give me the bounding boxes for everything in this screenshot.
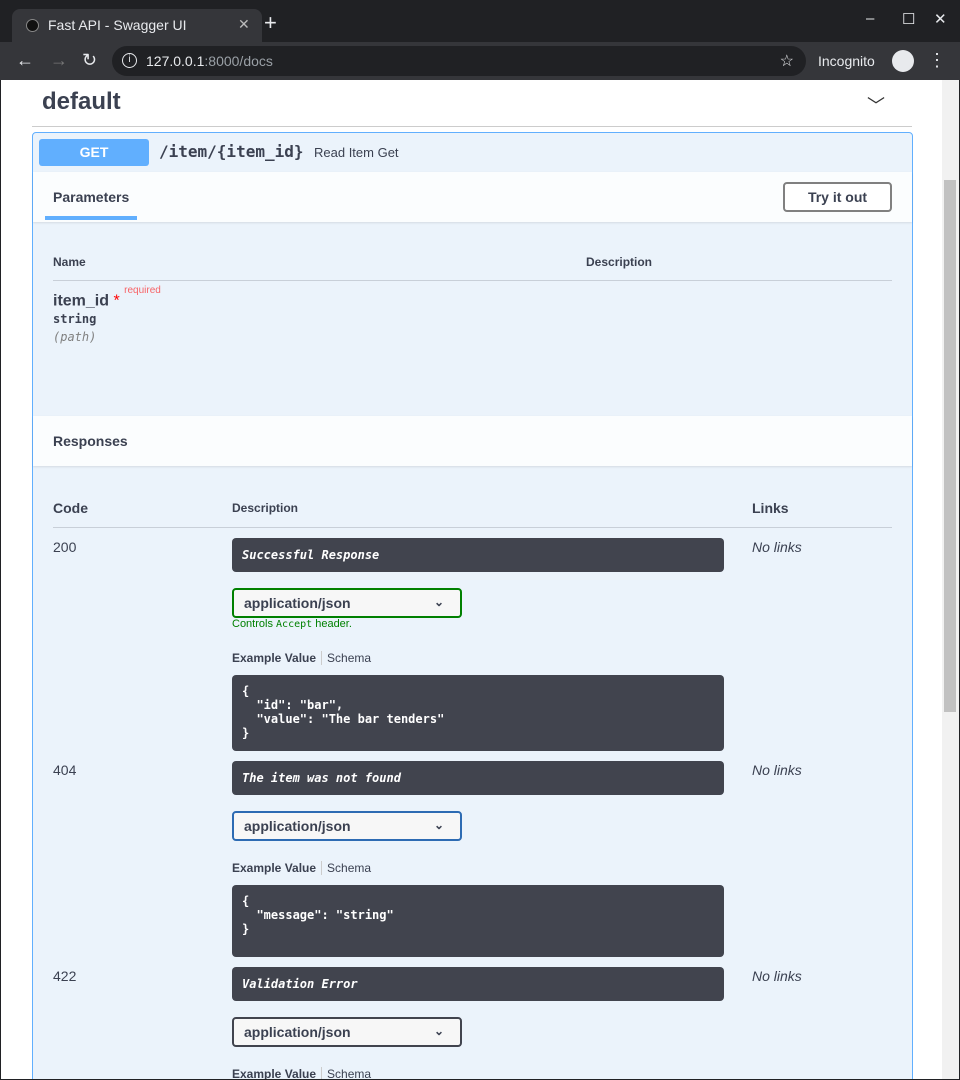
media-type-select[interactable]: application/json ⌄ <box>232 588 462 618</box>
divider <box>53 280 892 281</box>
minimize-icon[interactable]: ‒ <box>866 10 875 27</box>
tab-schema[interactable]: Schema <box>327 1067 372 1079</box>
operation-summary: Read Item Get <box>314 145 399 160</box>
note-code: Accept <box>276 619 313 630</box>
new-tab-icon[interactable]: + <box>264 10 277 35</box>
chevron-down-icon: ⌄ <box>433 595 444 609</box>
media-type-value: application/json <box>244 818 351 834</box>
col-code: Code <box>53 500 88 516</box>
method-badge[interactable]: GET <box>39 139 149 166</box>
menu-icon[interactable]: ⋮ <box>928 50 946 70</box>
forward-icon[interactable]: → <box>50 50 68 70</box>
url-text[interactable]: 127.0.0.1:8000/docs <box>146 53 273 69</box>
response-code: 200 <box>53 539 77 555</box>
links-value: No links <box>752 539 802 555</box>
address-bar[interactable]: i 127.0.0.1:8000/docs ☆ <box>112 46 806 76</box>
operation-path[interactable]: /item/{item_id} <box>159 142 304 161</box>
close-tab-icon[interactable]: ✕ <box>238 16 250 32</box>
required-label: required <box>124 285 161 296</box>
responses-title: Responses <box>53 433 128 449</box>
reload-icon[interactable]: ↻ <box>82 50 98 70</box>
try-it-out-button[interactable]: Try it out <box>783 182 892 212</box>
tab-parameters[interactable]: Parameters <box>53 189 130 205</box>
favicon-icon <box>26 19 39 32</box>
tab-underline <box>45 216 137 220</box>
col-description: Description <box>586 255 653 269</box>
tab-title: Fast API - Swagger UI <box>48 17 187 33</box>
note-tail: header. <box>312 618 352 630</box>
parameters-header: Parameters Try it out <box>33 172 912 222</box>
links-value: No links <box>752 762 802 778</box>
note-text: Controls <box>232 618 277 630</box>
tab-schema[interactable]: Schema <box>327 651 372 665</box>
media-type-select[interactable]: application/json ⌄ <box>232 811 462 841</box>
response-description: Validation Error <box>232 967 724 1001</box>
bookmark-star-icon[interactable]: ☆ <box>779 53 794 70</box>
chevron-down-icon[interactable]: ﹀ <box>867 96 885 116</box>
param-name: item_id <box>53 292 110 310</box>
maximize-icon[interactable]: ☐ <box>902 11 916 28</box>
tab-example-value[interactable]: Example Value <box>232 1067 323 1079</box>
required-mark: * <box>113 292 120 310</box>
controls-accept-note: Controls Accept header. <box>232 618 352 630</box>
response-description: The item was not found <box>232 761 724 795</box>
info-icon[interactable]: i <box>122 53 137 68</box>
media-type-value: application/json <box>244 1024 351 1040</box>
tab-strip: Fast API - Swagger UI ✕ + ‒ ☐ ✕ <box>0 0 960 42</box>
links-value: No links <box>752 968 802 984</box>
chevron-down-icon: ⌄ <box>433 818 444 832</box>
response-code: 404 <box>53 762 77 778</box>
url-host: 127.0.0.1 <box>146 53 205 69</box>
response-code: 422 <box>53 968 77 984</box>
example-tabs: Example Value Schema <box>232 651 371 665</box>
divider <box>53 527 892 528</box>
url-path: :8000/docs <box>204 53 273 69</box>
scrollbar-thumb[interactable] <box>944 180 956 712</box>
example-tabs: Example Value Schema <box>232 1067 371 1079</box>
browser-toolbar: ← → ↻ i 127.0.0.1:8000/docs ☆ Incognito … <box>0 42 960 80</box>
tag-title[interactable]: default <box>42 88 121 115</box>
response-description: Successful Response <box>232 538 724 572</box>
tab-example-value[interactable]: Example Value <box>232 651 323 665</box>
scrollbar[interactable] <box>942 80 959 1079</box>
tab-schema[interactable]: Schema <box>327 861 372 875</box>
media-type-value: application/json <box>244 595 351 611</box>
close-window-icon[interactable]: ✕ <box>934 11 947 28</box>
example-code: { "message": "string" } <box>232 885 724 957</box>
example-code: { "id": "bar", "value": "The bar tenders… <box>232 675 724 751</box>
parameter-row: item_id * required string (path) <box>53 285 161 345</box>
chevron-down-icon: ⌄ <box>433 1024 444 1038</box>
swagger-page: default ﹀ GET /item/{item_id} Read Item … <box>1 80 942 1079</box>
incognito-icon[interactable] <box>892 50 914 72</box>
col-links: Links <box>752 500 789 516</box>
responses-header: Responses <box>33 416 912 466</box>
example-tabs: Example Value Schema <box>232 861 371 875</box>
param-in: (path) <box>53 330 97 345</box>
profile-label[interactable]: Incognito <box>818 53 875 69</box>
media-type-select[interactable]: application/json ⌄ <box>232 1017 462 1047</box>
operation-block: GET /item/{item_id} Read Item Get Parame… <box>32 132 913 1079</box>
param-type: string <box>53 312 97 327</box>
col-description: Description <box>232 501 299 515</box>
browser-tab[interactable]: Fast API - Swagger UI ✕ <box>12 9 262 42</box>
back-icon[interactable]: ← <box>16 50 34 70</box>
col-name: Name <box>53 255 86 269</box>
tab-example-value[interactable]: Example Value <box>232 861 323 875</box>
divider <box>32 126 912 127</box>
